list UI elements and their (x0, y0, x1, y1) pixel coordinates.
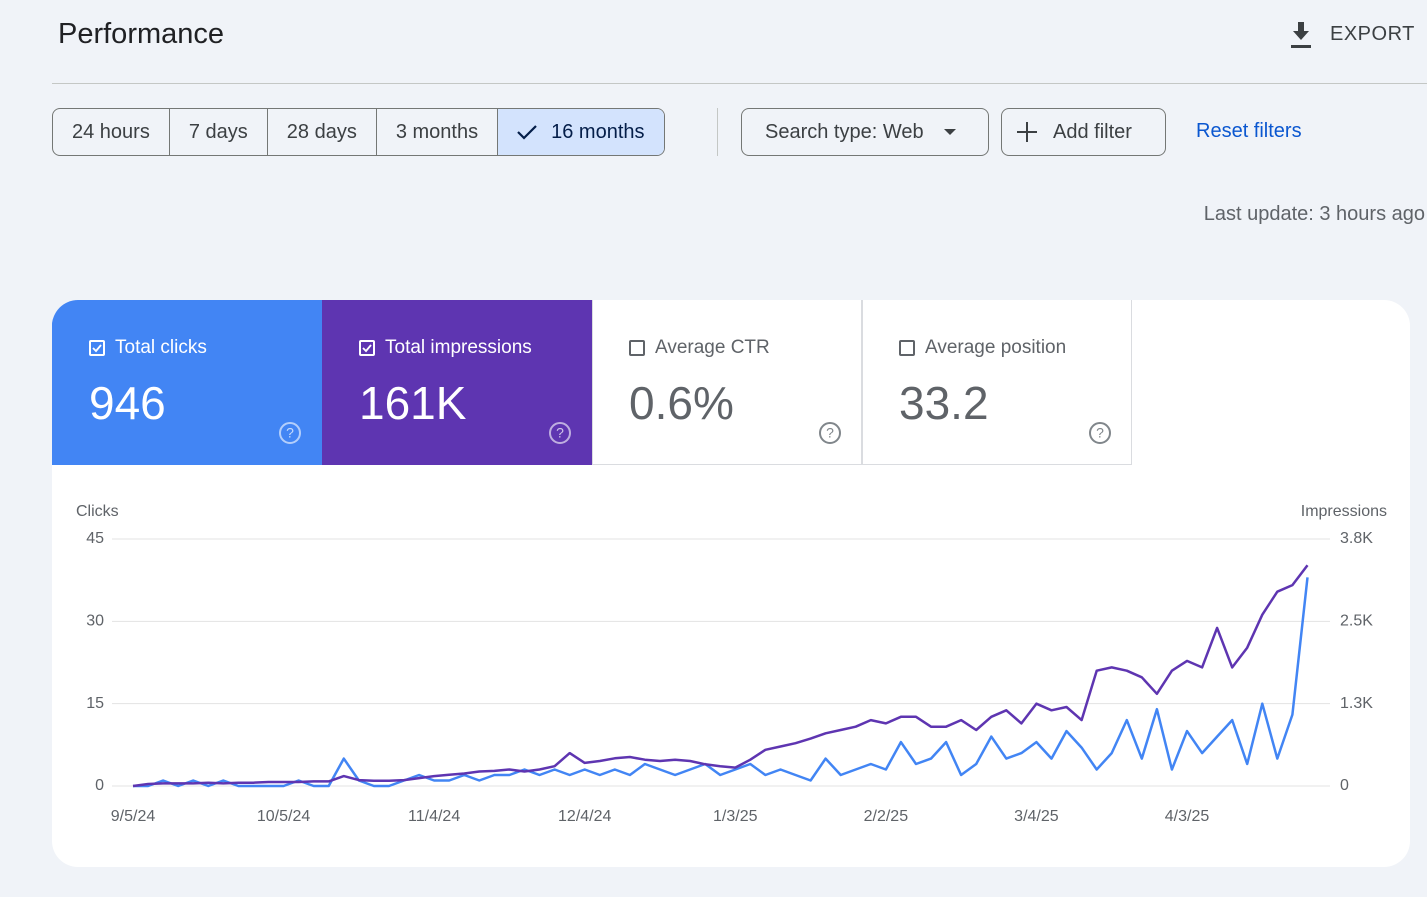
metric-value: 161K (359, 377, 467, 429)
help-circle (819, 422, 841, 444)
page-title: Performance (58, 18, 225, 50)
y-tick-label: 0 (95, 777, 104, 794)
date-range-label: 28 days (286, 120, 357, 143)
date-range-option[interactable]: 16 months (497, 109, 664, 155)
y2-tick-label: 1.3K (1340, 695, 1373, 712)
metric-label-row: Total clicks (89, 337, 207, 359)
y2-tick-label: 3.8K (1340, 530, 1373, 547)
metric-card[interactable]: Average position 33.2? (862, 300, 1132, 465)
help-circle (279, 422, 301, 444)
help-icon: ? (819, 422, 841, 444)
x-tick-label: 12/4/24 (558, 808, 611, 825)
check-path (362, 344, 372, 353)
x-tick-label: 3/4/25 (1014, 808, 1059, 825)
x-tick-label: 2/2/25 (864, 808, 909, 825)
chart: 0 15 30 45 0 1.3K 2.5K 3.8K 9/5/24 10/5/24 11/4/24… (76, 503, 1387, 825)
add-filter-button[interactable]: Add filter (1001, 108, 1166, 156)
help-icon: ? (279, 422, 301, 444)
check-path (92, 344, 102, 353)
date-range-label: 7 days (188, 120, 248, 143)
search-type-label: Search type: Web (765, 120, 924, 143)
y2-tick-label: 2.5K (1340, 613, 1373, 630)
help-mark: ? (556, 425, 564, 441)
series-line (132, 564, 1309, 788)
y-tick-label: 15 (86, 695, 104, 712)
series-line (133, 577, 1309, 788)
metric-label: Total impressions (385, 337, 532, 358)
date-range-label: 3 months (395, 120, 479, 143)
help-mark: ? (1096, 425, 1104, 441)
metric-card[interactable]: Average CTR 0.6%? (592, 300, 862, 465)
search-type-button[interactable]: Search type: Web (741, 108, 989, 156)
add-filter-label: Add filter (1053, 120, 1132, 143)
y-tick-label: 45 (86, 530, 104, 547)
metric-label-row: Total impressions (359, 337, 532, 359)
metric-label: Average CTR (655, 337, 770, 358)
help-circle (1089, 422, 1111, 444)
checkbox (359, 340, 375, 356)
help-mark: ? (286, 425, 294, 441)
checkbox (899, 340, 915, 356)
dropdown-icon (943, 129, 956, 135)
axis-title: Impressions (1301, 503, 1387, 520)
date-range-selector: 24 hours 7 days 28 days 3 months 16 months (52, 108, 665, 156)
date-range-label: 16 months (551, 120, 645, 143)
divider (52, 83, 1427, 84)
help-icon: ? (549, 422, 571, 444)
metric-label: Total clicks (115, 337, 207, 358)
download-icon (1291, 22, 1311, 48)
date-range-option[interactable]: 28 days (266, 109, 376, 155)
check-path (517, 125, 537, 140)
help-mark: ? (826, 425, 834, 441)
metric-label-row: Average position (899, 337, 1066, 359)
x-tick-label: 1/3/25 (713, 808, 758, 825)
metric-label: Average position (925, 337, 1067, 358)
check-icon (517, 125, 537, 140)
export-label: EXPORT (1330, 22, 1415, 45)
plus-icon (1017, 122, 1037, 142)
metric-card[interactable]: Total clicks 946? (52, 300, 322, 465)
last-update: Last update: 3 hours ago (1203, 203, 1425, 225)
axis-title: Clicks (76, 503, 119, 520)
performance-panel: 0 15 30 45 0 1.3K 2.5K 3.8K 9/5/24 10/5/24 11/4/24… (52, 300, 1410, 867)
help-circle (549, 422, 571, 444)
metric-value: 0.6% (629, 377, 734, 429)
metric-card[interactable]: Total impressions 161K? (322, 300, 592, 465)
x-tick-label: 9/5/24 (111, 808, 156, 825)
date-range-option[interactable]: 3 months (375, 109, 497, 155)
x-tick-label: 4/3/25 (1165, 808, 1210, 825)
help-icon: ? (1089, 422, 1111, 444)
x-tick-label: 10/5/24 (257, 808, 310, 825)
divider (717, 108, 718, 156)
y-tick-label: 30 (86, 613, 104, 630)
check-icon (92, 344, 102, 353)
metric-label-row: Average CTR (629, 337, 770, 359)
checkbox (629, 340, 645, 356)
reset-filters-link[interactable]: Reset filters (1196, 120, 1302, 142)
x-tick-label: 11/4/24 (408, 808, 460, 825)
date-range-option[interactable]: 24 hours (53, 109, 169, 155)
date-range-label: 24 hours (72, 120, 150, 143)
date-range-option[interactable]: 7 days (168, 109, 267, 155)
check-icon (362, 344, 372, 353)
checkbox (89, 340, 105, 356)
y2-tick-label: 0 (1340, 777, 1349, 794)
metric-value: 33.2 (899, 377, 989, 429)
metric-value: 946 (89, 377, 166, 429)
export-button[interactable]: EXPORT (1288, 20, 1415, 48)
